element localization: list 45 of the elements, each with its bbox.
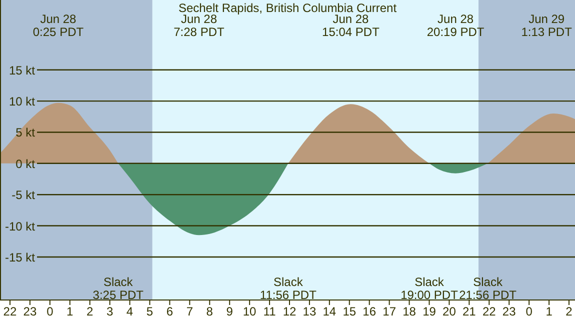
x-tick-label: 0 bbox=[526, 304, 533, 319]
annotation: Slack 11:56 PDT bbox=[260, 275, 318, 302]
annotation: Jun 28 7:28 PDT bbox=[174, 12, 225, 39]
x-tick-label: 17 bbox=[382, 304, 396, 319]
x-tick-label: 21 bbox=[462, 304, 476, 319]
x-tick-label: 15 bbox=[342, 304, 356, 319]
y-tick-label: 0 kt bbox=[16, 156, 36, 171]
y-tick-label: 15 kt bbox=[8, 63, 36, 78]
x-tick-label: 7 bbox=[186, 304, 194, 319]
x-tick-label: 18 bbox=[402, 304, 416, 319]
x-tick-label: 22 bbox=[482, 304, 496, 319]
y-tick-label: -10 kt bbox=[4, 219, 36, 234]
x-tick-label: 2 bbox=[566, 304, 573, 319]
x-tick-label: 22 bbox=[3, 304, 17, 319]
x-tick-label: 16 bbox=[362, 304, 376, 319]
x-tick-label: 8 bbox=[206, 304, 214, 319]
x-tick-label: 1 bbox=[546, 304, 553, 319]
x-tick-label: 12 bbox=[282, 304, 296, 319]
x-tick-label: 10 bbox=[242, 304, 257, 319]
x-tick-label: 4 bbox=[126, 304, 134, 319]
y-tick-label: -5 kt bbox=[12, 188, 36, 202]
annotation: Jun 28 20:19 PDT bbox=[426, 12, 485, 39]
x-tick-label: 9 bbox=[226, 304, 234, 319]
annotation: Jun 29 1:13 PDT bbox=[521, 12, 573, 39]
x-tick-label: 23 bbox=[23, 304, 37, 319]
annotation: Slack 19:00 PDT bbox=[400, 275, 459, 302]
x-tick-label: 3 bbox=[106, 304, 114, 319]
x-tick-label: 13 bbox=[302, 304, 316, 319]
chart-title: Sechelt Rapids, British Columbia Current bbox=[178, 1, 398, 15]
x-tick-label: 2 bbox=[86, 304, 94, 319]
x-tick-label: 1 bbox=[66, 304, 74, 319]
y-tick-label: -15 kt bbox=[4, 250, 36, 264]
x-tick-label: 5 bbox=[146, 304, 154, 319]
x-tick-label: 11 bbox=[263, 304, 276, 319]
annotation: Slack 3:25 PDT bbox=[92, 275, 144, 302]
annotation: Jun 28 15:04 PDT bbox=[322, 12, 380, 39]
x-tick-label: 23 bbox=[502, 304, 516, 319]
x-tick-label: 0 bbox=[46, 304, 54, 319]
x-tick-label: 19 bbox=[422, 304, 436, 319]
y-tick-label: 10 kt bbox=[8, 94, 36, 109]
annotation: Jun 28 0:25 PDT bbox=[32, 12, 84, 39]
annotation: Slack 21:56 PDT bbox=[459, 275, 518, 302]
x-tick-label: 20 bbox=[442, 304, 456, 319]
x-tick-label: 14 bbox=[322, 304, 336, 319]
x-tick-label: 6 bbox=[166, 304, 174, 319]
